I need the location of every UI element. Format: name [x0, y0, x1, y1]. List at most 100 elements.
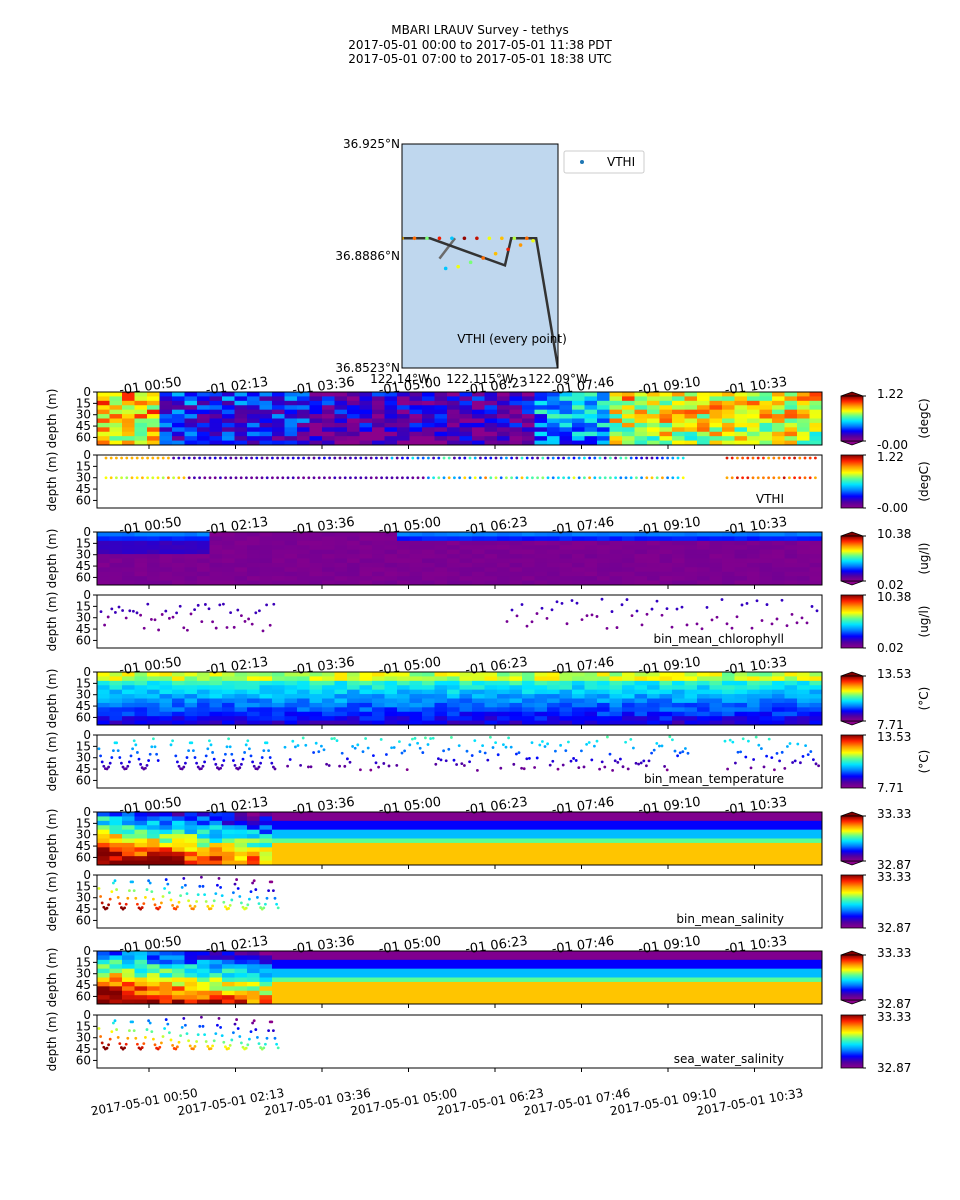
contour-cell [572, 973, 585, 978]
data-point [114, 1019, 117, 1022]
contour-cell [135, 699, 148, 704]
contour-cell [622, 973, 635, 978]
contour-cell [622, 852, 635, 857]
contour-cell [497, 830, 510, 835]
contour-cell [497, 964, 510, 969]
contour-cell [697, 694, 710, 699]
data-point [253, 1019, 256, 1022]
data-point [102, 765, 105, 768]
contour-cell [260, 951, 273, 956]
contour-cell [360, 436, 373, 441]
contour-cell [547, 401, 560, 406]
data-point [427, 476, 430, 479]
contour-cell [622, 576, 635, 581]
contour-cell [497, 559, 510, 564]
colorbar-gradient [841, 1015, 863, 1068]
contour-cell [635, 541, 648, 546]
contour-cell [360, 572, 373, 577]
contour-cell [697, 432, 710, 437]
colorbar-min-label: 32.87 [877, 1061, 911, 1075]
data-point [762, 457, 765, 460]
contour-cell [335, 672, 348, 677]
contour-cell [672, 554, 685, 559]
contour-cell [97, 821, 110, 826]
contour-cell [610, 563, 623, 568]
contour-cell [772, 405, 785, 410]
contour-cell [235, 554, 248, 559]
contour-cell [260, 816, 273, 821]
contour-cell [435, 676, 448, 681]
contour-cell [360, 834, 373, 839]
data-point [687, 752, 690, 755]
contour-cell [385, 843, 398, 848]
contour-cell [260, 834, 273, 839]
contour-cell [610, 401, 623, 406]
contour-cell [360, 567, 373, 572]
contour-cell [147, 414, 160, 419]
contour-cell [410, 969, 423, 974]
data-point [143, 627, 146, 630]
contour-cell [572, 576, 585, 581]
contour-cell [560, 852, 573, 857]
contour-cell [785, 830, 798, 835]
data-point [125, 617, 128, 620]
contour-cell [647, 830, 660, 835]
contour-cell [435, 951, 448, 956]
contour-cell [385, 419, 398, 424]
contour-cell [735, 839, 748, 844]
contour-cell [547, 839, 560, 844]
contour-cell [222, 834, 235, 839]
contour-cell [260, 676, 273, 681]
contour-cell [647, 986, 660, 991]
contour-cell [722, 545, 735, 550]
contour-cell [360, 694, 373, 699]
contour-cell [610, 559, 623, 564]
contour-cell [247, 576, 260, 581]
contour-cell [547, 436, 560, 441]
contour-cell [385, 427, 398, 432]
contour-cell [460, 405, 473, 410]
contour-cell [485, 978, 498, 983]
data-point [809, 457, 812, 460]
contour-cell [672, 839, 685, 844]
contour-cell [672, 830, 685, 835]
contour-cell [335, 982, 348, 987]
contour-cell [285, 554, 298, 559]
contour-cell [397, 563, 410, 568]
contour-cell [785, 847, 798, 852]
contour-cell [360, 716, 373, 721]
contour-cell [522, 834, 535, 839]
contour-cell [747, 436, 760, 441]
contour-cell [335, 676, 348, 681]
contour-cell [322, 681, 335, 686]
contour-cell [635, 825, 648, 830]
data-point [523, 767, 526, 770]
contour-cell [510, 973, 523, 978]
data-point [783, 457, 786, 460]
contour-panel-salinity: -01 00:50 -01 02:13 -01 03:36 -01 05:00 -01 … [45, 795, 911, 872]
contour-cell [685, 432, 698, 437]
contour-cell [285, 707, 298, 712]
contour-cell [210, 541, 223, 546]
data-point [146, 764, 149, 767]
contour-cell [560, 567, 573, 572]
contour-cell [685, 554, 698, 559]
contour-cell [647, 572, 660, 577]
contour-cell [460, 969, 473, 974]
data-point [656, 457, 659, 460]
contour-cell [535, 716, 548, 721]
data-point [406, 476, 409, 479]
contour-cell [210, 681, 223, 686]
contour-cell [610, 821, 623, 826]
data-point [606, 736, 609, 739]
contour-cell [522, 576, 535, 581]
contour-cell [397, 401, 410, 406]
data-point [272, 1029, 275, 1032]
data-point [742, 737, 745, 740]
contour-cell [660, 982, 673, 987]
contour-cell [260, 830, 273, 835]
contour-cell [160, 690, 173, 695]
contour-cell [285, 541, 298, 546]
contour-cell [335, 973, 348, 978]
contour-cell [572, 559, 585, 564]
